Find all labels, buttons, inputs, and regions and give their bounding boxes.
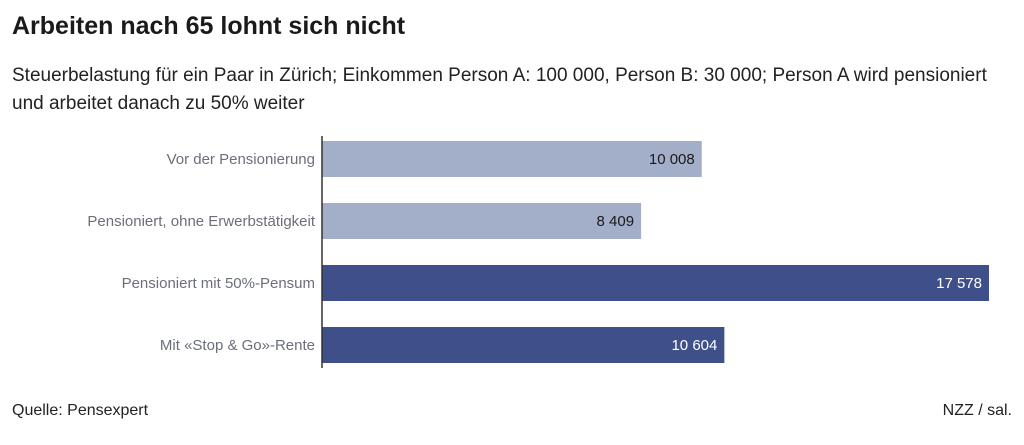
category-label: Mit «Stop & Go»-Rente <box>160 337 315 354</box>
bar <box>322 141 702 177</box>
chart-subtitle: Steuerbelastung für ein Paar in Zürich; … <box>12 65 987 114</box>
chart-title: Arbeiten nach 65 lohnt sich nicht <box>12 12 406 40</box>
bar <box>322 327 725 363</box>
bar <box>322 203 642 239</box>
bars-layer: Vor der Pensionierung 10 008 Pensioniert, … <box>87 141 989 363</box>
bar <box>322 265 989 301</box>
credit-note: NZZ / sal. <box>942 402 1012 419</box>
value-label: 8 409 <box>597 213 635 230</box>
category-label: Pensioniert, ohne Erwerbstätigkeit <box>87 213 315 230</box>
bar-row: Mit «Stop & Go»-Rente 10 604 <box>160 327 725 363</box>
category-label: Vor der Pensionierung <box>167 151 315 168</box>
bar-row: Vor der Pensionierung 10 008 <box>167 141 702 177</box>
bar-row: Pensioniert, ohne Erwerbstätigkeit 8 409 <box>87 203 642 239</box>
value-label: 10 008 <box>649 151 695 168</box>
value-label: 17 578 <box>936 275 982 292</box>
bar-row: Pensioniert mit 50%-Pensum 17 578 <box>122 265 989 301</box>
source-note: Quelle: Pensexpert <box>12 402 149 419</box>
value-label: 10 604 <box>671 337 717 354</box>
bar-chart: Vor der Pensionierung 10 008 Pensioniert, … <box>87 136 989 368</box>
category-label: Pensioniert mit 50%-Pensum <box>122 275 315 292</box>
